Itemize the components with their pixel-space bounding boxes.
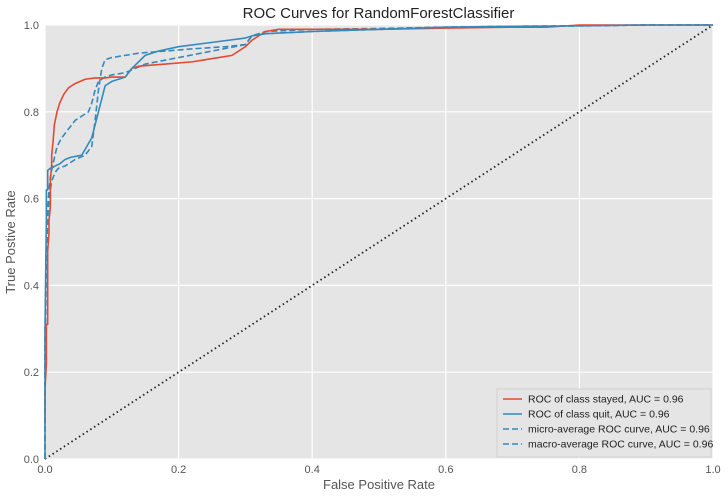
series-lines: [44, 24, 714, 460]
x-tick-label: 0.8: [572, 464, 587, 476]
series-line-1: [44, 24, 713, 459]
y-tick-label: 0.2: [24, 367, 39, 379]
plot-area: [45, 25, 713, 459]
series-line-0: [44, 24, 713, 425]
tick-labels: 0.0 0.2 0.4 0.6 0.8 1.0 0.0 0.2 0.4 0.6 0.8 1.0: [24, 20, 721, 476]
x-tick-label: 1.0: [705, 464, 720, 476]
legend: ROC of class stayed, AUC = 0.96 ROC of cl…: [496, 388, 713, 458]
x-axis-label: False Positive Rate: [323, 477, 435, 492]
legend-label: ROC of class quit, AUC = 0.96: [528, 409, 670, 421]
legend-label: ROC of class stayed, AUC = 0.96: [528, 394, 684, 406]
x-tick-label: 0.2: [171, 464, 186, 476]
series-line-3: [44, 24, 713, 459]
y-tick-label: 0.8: [24, 107, 39, 119]
legend-label: micro-average ROC curve, AUC = 0.96: [528, 424, 710, 436]
chart-title: ROC Curves for RandomForestClassifier: [243, 5, 515, 22]
x-tick-label: 0.6: [438, 464, 453, 476]
x-tick-label: 0.0: [37, 464, 52, 476]
y-axis-label: True Postive Rate: [3, 190, 18, 294]
legend-box: [496, 388, 712, 458]
grid-lines: [44, 24, 714, 460]
y-tick-label: 0.6: [24, 194, 39, 206]
y-tick-label: 0.0: [24, 454, 39, 466]
y-tick-label: 1.0: [24, 20, 39, 32]
y-tick-label: 0.4: [24, 280, 39, 292]
legend-label: macro-average ROC curve, AUC = 0.96: [528, 439, 713, 451]
x-tick-label: 0.4: [305, 464, 320, 476]
